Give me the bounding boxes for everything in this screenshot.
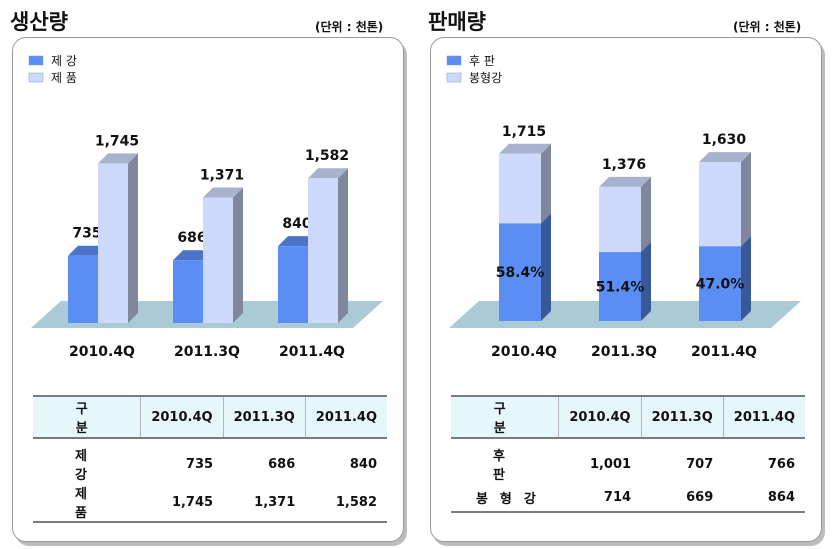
bar-top — [308, 168, 348, 179]
bar — [203, 197, 233, 323]
legend-label: 제 강 — [51, 54, 77, 68]
table-row: 후 판 1,001 707 766 — [451, 438, 805, 483]
bar-segment — [599, 252, 641, 321]
table-cell: 840 — [349, 456, 377, 472]
legend-swatch — [28, 72, 44, 83]
bar — [173, 260, 203, 323]
bar-segment-side — [741, 152, 751, 247]
table-header-cell: 2010.4Q — [140, 395, 224, 439]
bar-segment — [599, 186, 641, 253]
table-cell: 1,582 — [305, 483, 387, 523]
bar — [278, 246, 308, 323]
bar-segment-side — [541, 213, 551, 321]
table-row: 제 강 735 686 840 — [33, 438, 387, 483]
legend-label: 봉형강 — [469, 71, 502, 85]
bar-segment-top — [499, 143, 551, 154]
legend-label: 후 판 — [469, 54, 495, 68]
table-header-cell: 2010.4Q — [558, 395, 642, 439]
table-cell: 766 — [767, 456, 795, 472]
x-tick-label: 2010.4Q — [491, 344, 557, 360]
bar — [308, 178, 338, 323]
x-tick-label: 2011.3Q — [174, 344, 240, 360]
bar-top — [98, 153, 138, 164]
table-row: 봉형강 714 669 864 — [451, 483, 805, 513]
table-row-label: 후 판 — [492, 449, 535, 483]
sales-unit-label: (단위 : 천톤) — [733, 20, 802, 34]
share-label: 58.4% — [496, 265, 545, 281]
bar-segment-top — [699, 152, 751, 163]
data-label: 1,715 — [502, 124, 546, 140]
table-cell: 686 — [268, 456, 296, 472]
legend-swatch — [446, 72, 462, 83]
x-tick-label: 2011.3Q — [591, 344, 657, 360]
table-cell: 1,001 — [589, 456, 632, 472]
production-table: 구 분 2010.4Q 2011.3Q 2011.4Q 제 강 735 686 … — [33, 395, 387, 523]
bar-segment — [699, 246, 741, 321]
table-row: 제 품 1,745 1,371 1,582 — [33, 483, 387, 523]
bar-side — [233, 187, 243, 323]
table-header-cell: 2011.4Q — [304, 395, 387, 439]
table-cell: 669 — [641, 483, 724, 513]
bar-segment-side — [641, 242, 651, 321]
x-tick-label: 2011.4Q — [279, 344, 345, 360]
table-header-cell: 2011.3Q — [640, 395, 724, 439]
table-header-cell: 구 분 — [451, 395, 559, 439]
bar-side — [338, 168, 348, 323]
bar — [98, 163, 128, 323]
table-header-cell: 구 분 — [33, 395, 141, 439]
table-cell: 1,745 — [140, 483, 224, 523]
production-unit-label: (단위 : 천톤) — [315, 20, 384, 34]
table-cell: 864 — [723, 483, 805, 513]
bar-segment — [499, 153, 541, 224]
legend-label: 제 품 — [51, 71, 77, 85]
legend-swatch — [446, 55, 462, 66]
bar-segment — [499, 223, 541, 321]
data-label: 686 — [177, 230, 206, 246]
table-cell: 735 — [185, 456, 214, 472]
table-cell: 707 — [686, 456, 714, 472]
bar-segment — [699, 162, 741, 247]
data-label: 1,376 — [602, 157, 646, 173]
table-cell: 1,371 — [223, 483, 306, 523]
data-label: 1,371 — [200, 168, 244, 184]
share-label: 47.0% — [696, 277, 745, 293]
data-label: 735 — [72, 226, 101, 242]
data-label: 1,745 — [95, 133, 139, 149]
table-header-cell: 2011.4Q — [722, 395, 805, 439]
table-row-label: 봉형강 — [451, 483, 559, 513]
data-label: 1,630 — [702, 132, 747, 148]
sales-title: 판매량 — [428, 10, 486, 34]
share-label: 51.4% — [596, 280, 645, 296]
table-cell: 714 — [558, 483, 642, 513]
legend-swatch — [28, 55, 44, 66]
production-chart: 제 강제 품 735 1,745 2010.4Q 686 1,371 2011.3Q 840 1… — [28, 54, 383, 360]
table-header-cell: 2011.3Q — [222, 395, 306, 439]
bar — [68, 255, 98, 323]
x-tick-label: 2011.4Q — [691, 344, 757, 360]
production-title: 생산량 — [10, 10, 68, 34]
table-header-row: 구 분 2010.4Q 2011.3Q 2011.4Q — [33, 395, 387, 439]
table-row-label: 제 품 — [33, 483, 141, 523]
table-header-row: 구 분 2010.4Q 2011.3Q 2011.4Q — [451, 395, 805, 439]
bar-segment-side — [541, 143, 551, 224]
bar-segment-side — [641, 176, 651, 253]
bar-top — [203, 187, 243, 198]
bar-segment-side — [741, 236, 751, 321]
sales-panel: 후 판 봉형강 1,715 58.4% 2010.4Q 1,376 51.4% 2011.3Q… — [430, 37, 822, 542]
data-label: 1,582 — [305, 148, 349, 164]
data-label: 840 — [282, 216, 311, 232]
sales-table: 구 분 2010.4Q 2011.3Q 2011.4Q 후 판 1,001 70… — [451, 395, 805, 513]
x-tick-label: 2010.4Q — [69, 344, 135, 360]
bar-side — [128, 153, 138, 323]
bar-segment-top — [599, 176, 651, 187]
table-row-label: 제 강 — [74, 449, 117, 483]
